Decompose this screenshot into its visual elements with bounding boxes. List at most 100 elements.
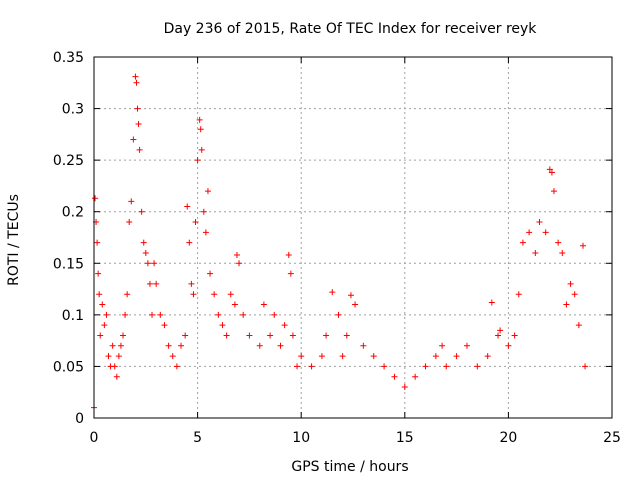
- data-point: [536, 219, 543, 226]
- chart-title: Day 236 of 2015, Rate Of TEC Index for r…: [164, 21, 538, 37]
- data-point: [335, 311, 342, 318]
- data-point: [149, 311, 156, 318]
- data-point: [124, 291, 131, 298]
- data-point: [122, 311, 129, 318]
- y-tick-label: 0.05: [53, 359, 84, 375]
- axes: 0 5 10 15 20 25 0 0.05 0.1 0.15 0.2 0.25 0.3 0.35: [53, 50, 621, 446]
- data-point: [240, 311, 247, 318]
- data-point: [519, 239, 526, 246]
- data-point: [323, 332, 330, 339]
- data-point: [153, 280, 160, 287]
- data-point: [352, 301, 359, 308]
- data-point: [111, 363, 118, 370]
- data-point: [567, 280, 574, 287]
- data-point: [99, 301, 106, 308]
- data-point: [101, 322, 108, 329]
- data-point: [157, 311, 164, 318]
- data-point: [109, 342, 116, 349]
- data-point: [391, 373, 398, 380]
- data-point: [184, 203, 191, 210]
- data-point: [165, 342, 172, 349]
- data-point: [215, 311, 222, 318]
- data-point: [432, 353, 439, 360]
- data-point: [308, 363, 315, 370]
- data-point: [497, 327, 504, 334]
- data-point: [495, 332, 502, 339]
- data-point: [401, 384, 408, 391]
- data-point: [550, 188, 557, 195]
- data-point: [453, 353, 460, 360]
- data-point: [97, 332, 104, 339]
- data-point: [161, 322, 168, 329]
- data-point: [231, 301, 238, 308]
- data-point: [289, 332, 296, 339]
- data-point: [256, 342, 263, 349]
- data-point: [173, 363, 180, 370]
- data-point: [571, 291, 578, 298]
- y-tick-label: 0: [75, 411, 84, 427]
- data-point: [443, 363, 450, 370]
- data-point: [211, 291, 218, 298]
- data-point: [128, 198, 135, 205]
- y-tick-label: 0.25: [53, 153, 84, 169]
- data-point: [233, 252, 240, 259]
- data-point: [115, 353, 122, 360]
- data-point: [575, 322, 582, 329]
- data-point: [370, 353, 377, 360]
- data-point: [96, 291, 103, 298]
- data-point: [200, 208, 207, 215]
- data-point: [134, 105, 141, 112]
- y-tick-label: 0.15: [53, 256, 84, 272]
- data-point: [105, 353, 112, 360]
- data-point: [223, 332, 230, 339]
- grid-lines: [94, 57, 612, 418]
- data-point: [563, 301, 570, 308]
- x-tick-label: 5: [193, 430, 202, 446]
- x-tick-label: 0: [90, 430, 99, 446]
- data-point: [178, 342, 185, 349]
- data-point: [484, 353, 491, 360]
- data-point: [260, 301, 267, 308]
- data-point: [294, 363, 301, 370]
- data-point: [188, 280, 195, 287]
- x-tick-label: 15: [396, 430, 414, 446]
- y-tick-label: 0.1: [62, 308, 84, 324]
- data-point: [546, 166, 553, 173]
- data-point: [532, 249, 539, 256]
- data-point: [347, 292, 354, 299]
- data-point: [117, 342, 124, 349]
- data-point: [94, 239, 101, 246]
- x-axis-label: GPS time / hours: [291, 459, 408, 475]
- data-point: [197, 126, 204, 133]
- data-point: [133, 79, 140, 86]
- data-point: [140, 239, 147, 246]
- y-tick-label: 0.3: [62, 102, 84, 118]
- data-point: [138, 208, 145, 215]
- data-point: [132, 73, 139, 80]
- data-point: [582, 363, 589, 370]
- data-point: [474, 363, 481, 370]
- data-point: [422, 363, 429, 370]
- plot-area-frame: [93, 56, 613, 419]
- data-point: [548, 169, 555, 176]
- data-point: [120, 332, 127, 339]
- data-point: [287, 270, 294, 277]
- data-point: [194, 157, 201, 164]
- x-tick-label: 10: [292, 430, 310, 446]
- x-tick-label: 25: [603, 430, 621, 446]
- data-point: [192, 219, 199, 226]
- data-point: [196, 116, 203, 123]
- data-point: [412, 373, 419, 380]
- data-point: [142, 249, 149, 256]
- data-point: [281, 322, 288, 329]
- data-point: [186, 239, 193, 246]
- data-point: [505, 342, 512, 349]
- data-point: [318, 353, 325, 360]
- y-axis-label: ROTI / TECUs: [6, 194, 22, 286]
- data-point: [207, 270, 214, 277]
- data-point: [202, 229, 209, 236]
- data-point: [511, 332, 518, 339]
- data-point: [113, 373, 120, 380]
